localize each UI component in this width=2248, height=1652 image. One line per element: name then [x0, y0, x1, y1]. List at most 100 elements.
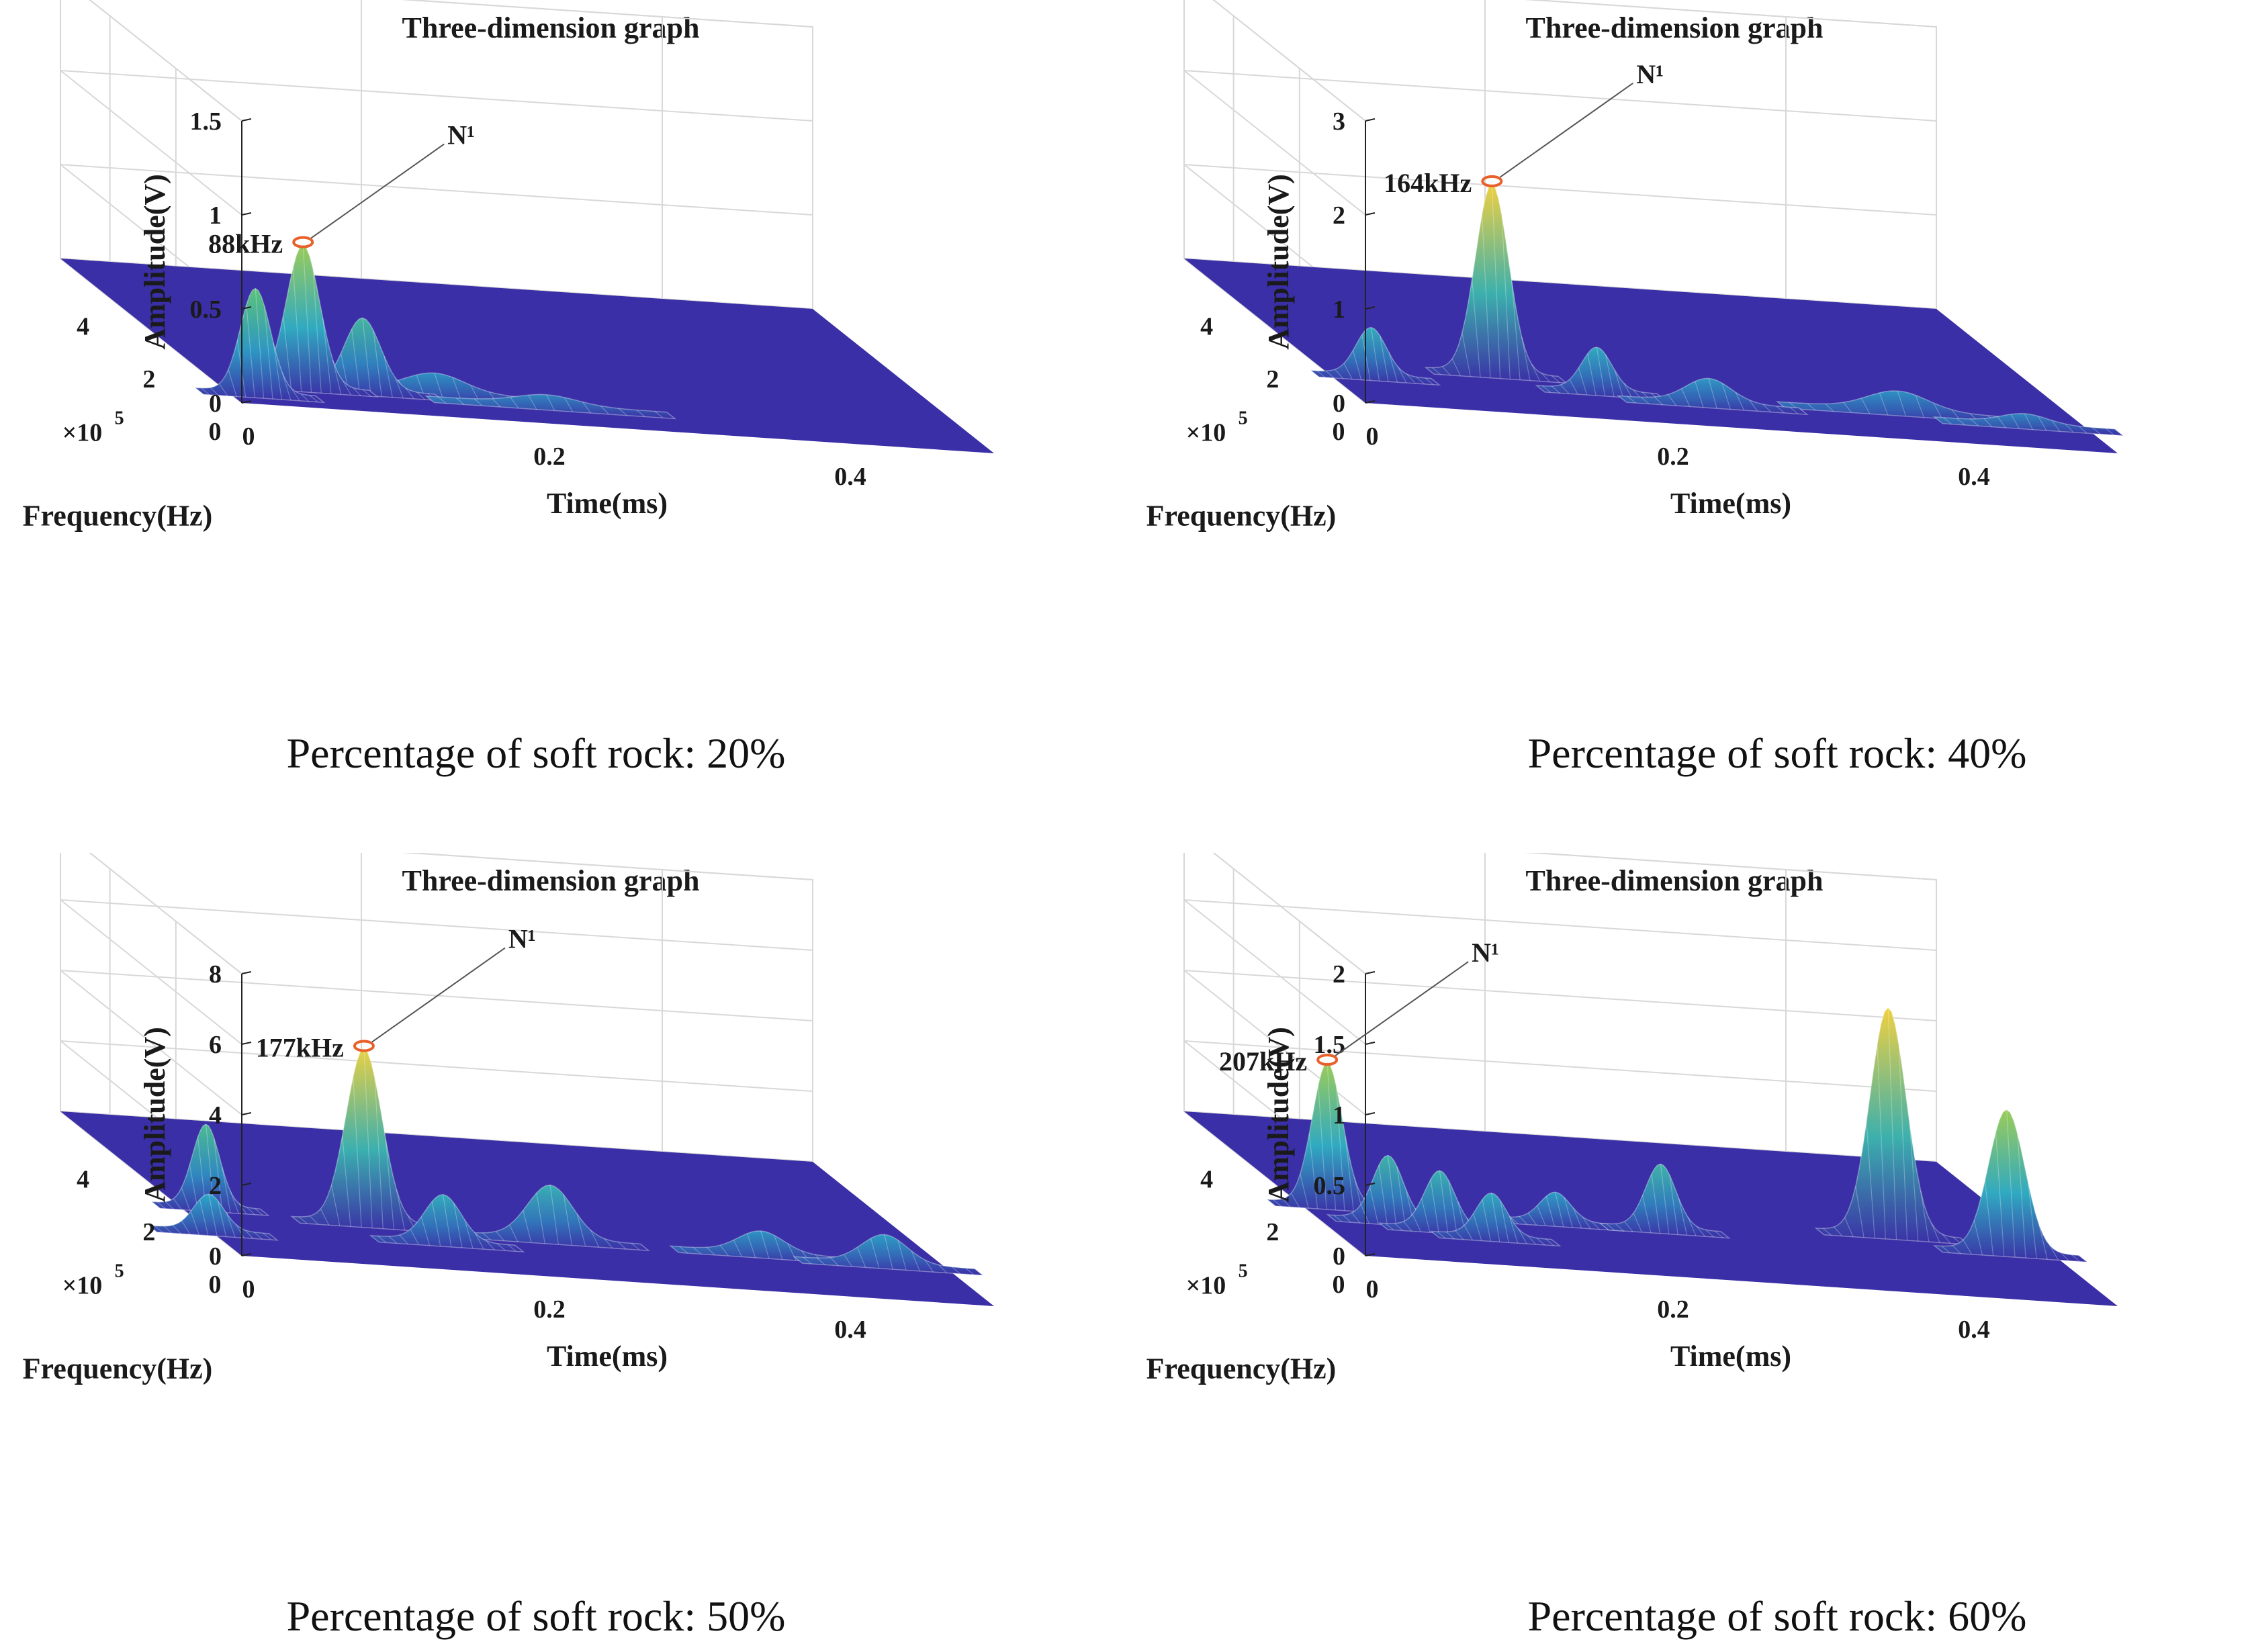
- z-tick-label: 2: [209, 1172, 222, 1200]
- z-tick-label: 0: [209, 389, 222, 418]
- z-tick-label: 1: [1333, 295, 1345, 324]
- peak-3: [1599, 1163, 1731, 1239]
- annotation-frequency: 164kHz: [1384, 168, 1472, 198]
- chart-title: Three-dimension graph: [1526, 864, 1824, 897]
- x-axis-label: Time(ms): [1670, 1340, 1791, 1373]
- y-tick-label: 0: [1333, 1271, 1345, 1299]
- y-tick-label: 0: [209, 1271, 222, 1299]
- peak-7: [1429, 1192, 1562, 1247]
- chart-title: Three-dimension graph: [402, 11, 700, 44]
- peak-5: [369, 1194, 525, 1253]
- y-exponent-power: 5: [115, 1261, 124, 1282]
- y-tick-label: 4: [1200, 313, 1213, 341]
- annotation-leader: [310, 143, 445, 239]
- peak-5: [1932, 412, 2125, 437]
- chart-title: Three-dimension graph: [402, 864, 700, 897]
- x-tick-label: 0.4: [1958, 1316, 1990, 1344]
- x-axis-label: Time(ms): [547, 1340, 668, 1373]
- annotation-label: N¹: [508, 924, 536, 954]
- y-axis-label: Frequency(Hz): [1147, 500, 1337, 533]
- x-tick-label: 0: [242, 422, 255, 451]
- peak-2: [1535, 347, 1667, 401]
- y-tick-label: 2: [1266, 365, 1279, 394]
- peak-0: [150, 1123, 270, 1216]
- annotation-label: N¹: [1636, 59, 1664, 89]
- peak-4: [1617, 377, 1809, 416]
- z-tick-label: 0: [1333, 1242, 1345, 1271]
- peak-marker: [292, 236, 314, 248]
- peak-3: [424, 394, 677, 420]
- caption-20: Percentage of soft rock: 20%: [286, 729, 786, 777]
- z-tick-label: 8: [209, 960, 222, 989]
- y-axis-label: Frequency(Hz): [23, 500, 213, 533]
- y-exponent: ×10: [62, 419, 103, 447]
- peak-2: [1493, 1191, 1625, 1232]
- peak-1: [1309, 326, 1441, 386]
- y-tick-label: 2: [1266, 1218, 1279, 1246]
- y-axis-label: Frequency(Hz): [1147, 1352, 1337, 1385]
- z-axis-label: Amplitude(V): [1262, 1027, 1295, 1203]
- peak-3: [1775, 390, 2028, 425]
- peak-4: [793, 1234, 985, 1277]
- z-tick-label: 1: [1333, 1101, 1345, 1130]
- caption-60: Percentage of soft rock: 60%: [1527, 1592, 2027, 1640]
- x-tick-label: 0.2: [1657, 1295, 1689, 1324]
- y-exponent: ×10: [62, 1272, 103, 1300]
- x-tick-label: 0: [1366, 1275, 1379, 1303]
- z-tick-label: 0: [1333, 389, 1345, 418]
- chart-title: Three-dimension graph: [1526, 11, 1824, 44]
- x-tick-label: 0.4: [834, 1316, 866, 1344]
- z-tick-label: 0.5: [1314, 1172, 1346, 1200]
- y-exponent-power: 5: [115, 408, 124, 429]
- y-tick-label: 0: [209, 418, 222, 446]
- y-axis-label: Frequency(Hz): [23, 1352, 213, 1385]
- annotation-label: N¹: [1472, 937, 1499, 968]
- peak-4: [193, 287, 326, 404]
- peak-2: [458, 1184, 651, 1252]
- z-tick-label: 6: [209, 1031, 222, 1059]
- annotation-frequency: 177kHz: [256, 1033, 344, 1063]
- chart-panel-20: Three-dimension graph 0 0.5 1 1.5 Amplitude(V…: [23, 0, 994, 533]
- y-tick-label: 2: [142, 1218, 155, 1246]
- z-axis-label: Amplitude(V): [1262, 174, 1295, 350]
- y-tick-label: 2: [142, 365, 155, 394]
- peak-marker: [1316, 1054, 1339, 1066]
- x-tick-label: 0.2: [1657, 443, 1689, 471]
- peak-4: [1932, 1109, 2089, 1263]
- y-exponent: ×10: [1186, 1272, 1226, 1300]
- z-tick-label: 0: [209, 1242, 222, 1271]
- annotation-leader: [371, 947, 506, 1043]
- peak-marker: [353, 1040, 375, 1052]
- y-tick-label: 4: [1200, 1166, 1213, 1194]
- annotation-leader: [1499, 83, 1633, 178]
- annotation-leader: [1335, 961, 1469, 1056]
- z-tick-label: 4: [209, 1101, 222, 1130]
- peak-marker: [1481, 175, 1503, 187]
- x-axis-label: Time(ms): [1670, 487, 1791, 520]
- x-tick-label: 0.2: [533, 443, 566, 471]
- surface-floor: [60, 259, 994, 453]
- z-tick-label: 1.5: [190, 107, 222, 136]
- y-exponent: ×10: [1186, 419, 1226, 447]
- y-exponent-power: 5: [1239, 1261, 1248, 1282]
- caption-50: Percentage of soft rock: 50%: [286, 1592, 786, 1640]
- x-tick-label: 0: [1366, 422, 1379, 451]
- z-tick-label: 1: [209, 201, 222, 230]
- peak-6: [146, 1193, 279, 1241]
- chart-panel-60: Three-dimension graph00.511.52Amplitude(…: [1147, 853, 2118, 1385]
- annotation-label: N¹: [447, 120, 475, 150]
- caption-40: Percentage of soft rock: 40%: [1527, 729, 2027, 777]
- annotation-frequency: 88kHz: [208, 229, 283, 259]
- peak-0: [1424, 183, 1568, 384]
- z-axis-label: Amplitude(V): [138, 174, 171, 350]
- x-tick-label: 0: [242, 1275, 255, 1303]
- y-tick-label: 4: [77, 1166, 89, 1194]
- z-tick-label: 3: [1333, 107, 1345, 136]
- x-tick-label: 0.4: [1958, 463, 1990, 491]
- y-tick-label: 0: [1333, 418, 1345, 446]
- y-tick-label: 4: [77, 313, 89, 341]
- x-tick-label: 0.4: [834, 463, 866, 491]
- z-tick-label: 2: [1333, 201, 1345, 230]
- chart-panel-40: Three-dimension graph 0 1 2 3 Amplitude(V) 0 0.…: [1147, 0, 2125, 533]
